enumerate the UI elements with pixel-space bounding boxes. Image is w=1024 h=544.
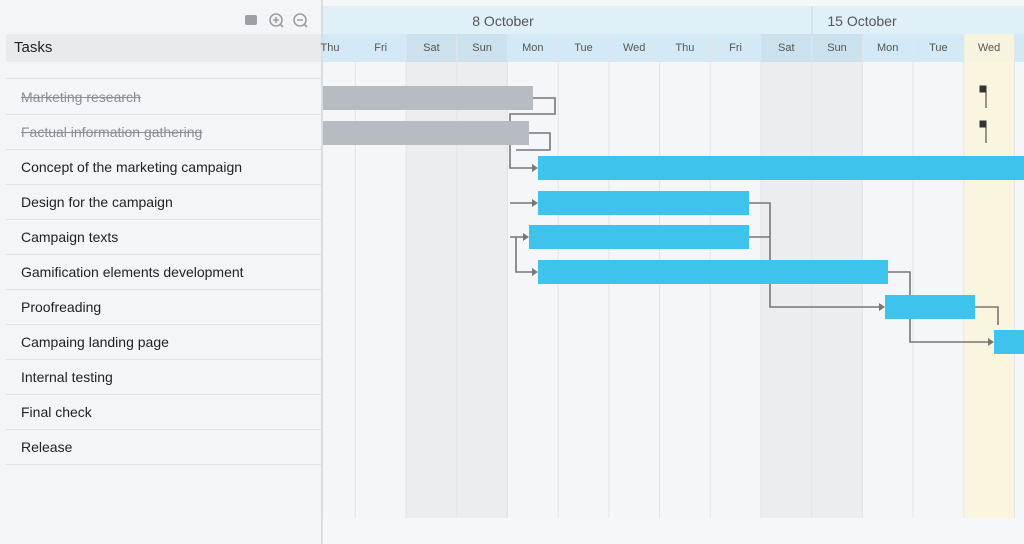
task-bar[interactable] xyxy=(538,191,749,215)
bars xyxy=(323,86,1024,354)
week-label: 8 October xyxy=(472,13,534,29)
day-label: Tue xyxy=(574,42,593,54)
task-row[interactable]: Concept of the marketing campaign xyxy=(6,150,321,185)
zoom-out-button[interactable] xyxy=(293,13,307,27)
day-label: Mon xyxy=(522,42,543,54)
print-button[interactable] xyxy=(245,15,257,25)
task-bar[interactable] xyxy=(323,121,529,145)
zoom-in-button[interactable] xyxy=(269,13,283,27)
blank-row xyxy=(6,44,321,79)
task-bar[interactable] xyxy=(885,295,975,319)
milestone-flags xyxy=(979,85,987,143)
task-row[interactable]: Factual information gathering xyxy=(6,115,321,150)
day-label: Thu xyxy=(321,42,340,54)
task-row[interactable]: Release xyxy=(6,430,321,465)
week-label: 15 October xyxy=(827,13,897,29)
day-label: Thu xyxy=(675,42,694,54)
day-label: Sat xyxy=(423,42,440,54)
task-row[interactable]: Campaing landing page xyxy=(6,325,321,360)
day-label: Fri xyxy=(374,42,387,54)
day-label: Wed xyxy=(978,42,1000,54)
day-label: Tue xyxy=(929,42,948,54)
task-row[interactable]: Internal testing xyxy=(6,360,321,395)
today xyxy=(964,34,1015,518)
toolbar xyxy=(245,13,308,28)
zoom-in-icon xyxy=(273,17,284,28)
task-bar[interactable] xyxy=(538,260,888,284)
task-row[interactable]: Campaign texts xyxy=(6,220,321,255)
tasks-header: Tasks xyxy=(6,34,321,62)
task-row[interactable]: Design for the campaign xyxy=(6,185,321,220)
task-panel: Tasks Marketing research Factual informat… xyxy=(0,0,323,544)
task-row[interactable]: Proofreading xyxy=(6,290,321,325)
week-header xyxy=(323,6,1024,34)
task-bar[interactable] xyxy=(529,225,749,249)
day-label: Sun xyxy=(472,42,492,54)
day-label: Mon xyxy=(877,42,898,54)
task-bar[interactable] xyxy=(994,330,1024,354)
task-bar[interactable] xyxy=(538,156,1024,180)
task-row[interactable]: Final check xyxy=(6,395,321,430)
day-header xyxy=(323,34,1024,62)
task-bar[interactable] xyxy=(323,86,533,110)
day-label: Wed xyxy=(623,42,645,54)
task-row[interactable]: Gamification elements development xyxy=(6,255,321,290)
task-row[interactable]: Marketing research xyxy=(6,80,321,115)
zoom-out-icon xyxy=(297,19,308,28)
day-label: Fri xyxy=(729,42,742,54)
day-label: Sun xyxy=(827,42,847,54)
day-label: Sat xyxy=(778,42,795,54)
